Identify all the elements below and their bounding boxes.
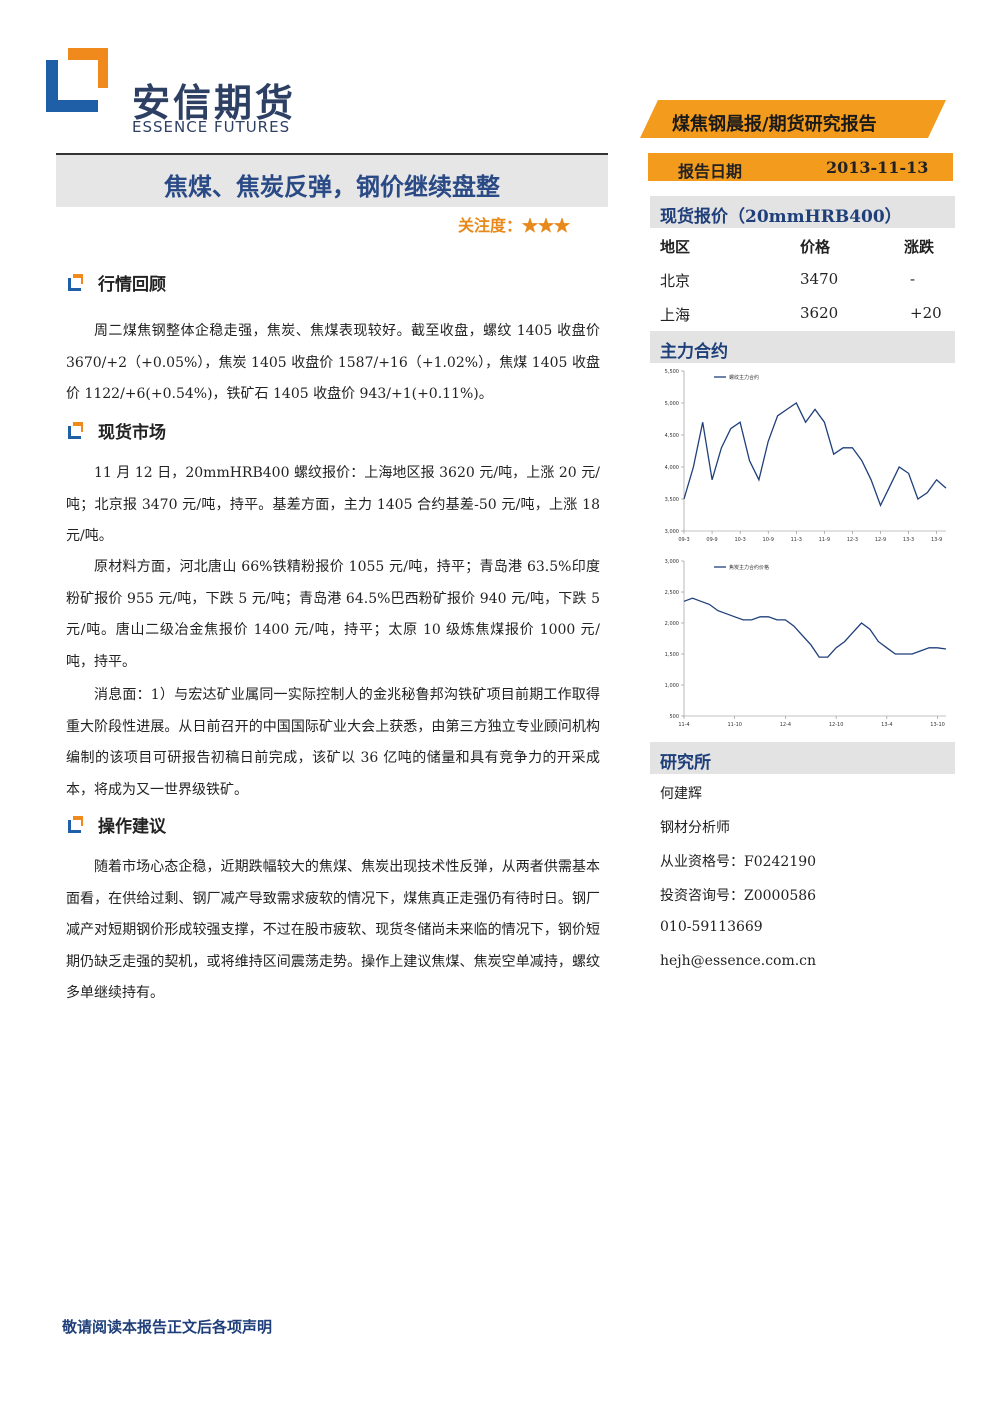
section-heading: 行情回顾 [66, 270, 166, 295]
heading-text: 研究所 [660, 753, 711, 773]
heading-text: 主力合约 [660, 342, 728, 362]
date-label: 报告日期 [678, 162, 743, 181]
logo-text: 安信期货 [132, 81, 297, 125]
paragraph: 11 月 12 日，20mmHRB400 螺纹报价：上海地区报 3620 元/吨… [66, 465, 600, 544]
table-cell: - [910, 270, 916, 288]
analyst-line: 从业资格号：F0242190 [660, 854, 817, 870]
side-heading: 主力合约 [650, 331, 955, 363]
x-tick-label: 13-9 [931, 537, 942, 543]
paragraph: 原材料方面，河北唐山 66%铁精粉报价 1055 元/吨，持平；青岛港 63.5… [66, 559, 600, 670]
y-tick-label: 1,500 [665, 652, 679, 658]
x-tick-label: 09-3 [678, 537, 689, 543]
x-tick-label: 12-10 [829, 722, 844, 728]
section-heading: 操作建议 [66, 812, 166, 837]
table-cell: 3620 [800, 304, 839, 322]
heading-text: 操作建议 [98, 817, 166, 837]
y-tick-label: 5,500 [665, 369, 679, 375]
x-tick-label: 11-10 [727, 722, 742, 728]
side-heading: 研究所 [650, 742, 955, 774]
side-heading: 现货报价（20mmHRB400） [650, 196, 955, 228]
line [683, 402, 947, 508]
x-tick-label: 10-3 [734, 537, 745, 543]
x-tick-label: 13-10 [930, 722, 945, 728]
legend-label: 焦炭主力合约价格 [729, 564, 769, 571]
chart: 500 1,000 1,500 2,000 2,500 3,000 11-4 11-10 12-… [665, 559, 947, 728]
banner-shape [640, 100, 946, 138]
heading-icon [68, 816, 83, 833]
x-tick-label: 11-9 [819, 537, 830, 543]
logo-subtext: ESSENCE FUTURES [132, 118, 291, 136]
attention-label: 关注度： [458, 216, 523, 235]
paragraph: 随着市场心态企稳，近期跌幅较大的焦煤、焦炭出现技术性反弹，从两者供需基本面看，在… [66, 859, 600, 1001]
y-tick-label: 3,000 [665, 529, 679, 535]
heading-text: 行情回顾 [98, 275, 166, 295]
y-tick-label: 4,000 [665, 465, 679, 471]
analyst-line: hejh@essence.com.cn [660, 953, 817, 969]
footer: 敬请阅读本报告正文后各项声明 [62, 1318, 273, 1336]
y-tick-label: 500 [669, 714, 679, 720]
analyst-line: 010-59113669 [660, 919, 763, 935]
date: 2013-11-13 [826, 158, 929, 177]
paragraph: 周二煤焦钢整体企稳走强，焦炭、焦煤表现较好。截至收盘，螺纹 1405 收盘价 3… [66, 323, 600, 402]
y-tick-label: 2,500 [665, 590, 679, 596]
heading-text: 现货报价（20mmHRB400） [660, 207, 902, 227]
table-cell: +20 [910, 304, 942, 322]
x-tick-label: 11-3 [791, 537, 802, 543]
x-tick-label: 10-9 [763, 537, 774, 543]
heading-icon [68, 274, 83, 291]
paragraph: 消息面：1）与宏达矿业属同一实际控制人的金兆秘鲁邦沟铁矿项目前期工作取得重大阶段… [66, 687, 600, 798]
y-tick-label: 1,000 [665, 683, 679, 689]
y-tick-label: 3,000 [665, 559, 679, 565]
y-tick-label: 2,000 [665, 621, 679, 627]
x-tick-label: 11-4 [678, 722, 689, 728]
title-box: 焦煤、焦炭反弹，钢价继续盘整 [56, 153, 608, 207]
stars: ★★★ [522, 216, 571, 235]
y-tick-label: 5,000 [665, 401, 679, 407]
x-tick-label: 13-4 [881, 722, 892, 728]
x-tick-label: 12-9 [875, 537, 886, 543]
x-tick-label: 12-3 [847, 537, 858, 543]
legend-label: 螺纹主力合约 [729, 374, 759, 381]
logo-mark [46, 48, 108, 112]
y-tick-label: 3,500 [665, 497, 679, 503]
banner: 煤焦钢晨报/期货研究报告 [672, 114, 877, 135]
analyst-line: 何建辉 [660, 786, 702, 802]
analyst-line: 投资咨询号：Z0000586 [660, 888, 817, 904]
section-heading: 现货市场 [66, 418, 166, 443]
analyst-line: 钢材分析师 [660, 820, 730, 836]
x-tick-label: 12-4 [780, 722, 791, 728]
table-header: 涨跌 [904, 238, 935, 256]
line [683, 597, 947, 658]
date-bar: 报告日期 2013-11-13 [648, 153, 953, 181]
title: 焦煤、焦炭反弹，钢价继续盘整 [164, 172, 500, 201]
x-tick-label: 09-9 [706, 537, 717, 543]
y-tick-label: 4,500 [665, 433, 679, 439]
heading-icon [68, 422, 83, 439]
table-cell: 3470 [800, 270, 839, 288]
table-header: 价格 [800, 238, 831, 256]
heading-text: 现货市场 [98, 423, 166, 443]
attention: 关注度：★★★ [458, 212, 570, 236]
chart: 3,000 3,500 4,000 4,500 5,000 5,500 09-3 09-9 10… [665, 369, 947, 543]
table-cell: 北京 [660, 272, 691, 290]
x-tick-label: 13-3 [903, 537, 914, 543]
table-header: 地区 [660, 238, 691, 256]
table-cell: 上海 [660, 306, 691, 324]
